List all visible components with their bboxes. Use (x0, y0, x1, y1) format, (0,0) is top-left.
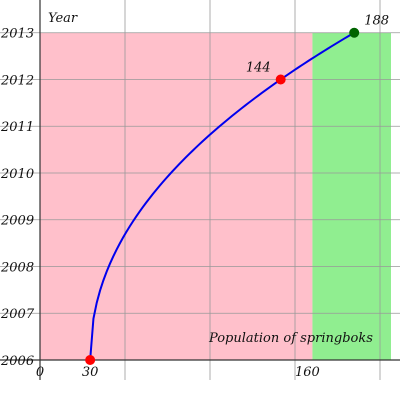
data-label-1: 144 (246, 60, 271, 75)
x-tick-label-1: 30 (82, 365, 99, 380)
y-tick-label-2: 2008 (0, 260, 34, 275)
y-tick-label-6: 2012 (0, 73, 34, 88)
grid (0, 0, 400, 380)
y-tick-label-1: 2007 (0, 307, 35, 322)
y-tick-label-4: 2010 (0, 167, 34, 182)
y-axis-title: Year (48, 11, 78, 26)
x-tick-label-2: 160 (295, 365, 320, 380)
data-point-1 (275, 74, 286, 85)
region-1 (312, 32, 391, 361)
growth-curve (89, 31, 355, 361)
y-tick-label-0: 2006 (0, 354, 34, 369)
curve-layer (89, 31, 355, 361)
data-point-0 (85, 355, 96, 365)
data-point-2 (349, 27, 360, 38)
labels-layer: 2006 2007 2008 2009 2010 2011 2012 2013 0 30 160 14… (0, 14, 389, 380)
axes (0, 0, 400, 380)
y-tick-label-3: 2009 (0, 214, 34, 229)
y-tick-label-7: 2013 (0, 27, 34, 42)
region-0 (40, 32, 313, 361)
x-axis-title: Population of springboks (208, 331, 373, 346)
y-tick-label-5: 2011 (0, 120, 34, 135)
x-tick-label-0: 0 (36, 365, 44, 380)
points-layer (85, 27, 360, 365)
data-label-2: 188 (364, 14, 389, 29)
shaded-regions (40, 32, 391, 361)
